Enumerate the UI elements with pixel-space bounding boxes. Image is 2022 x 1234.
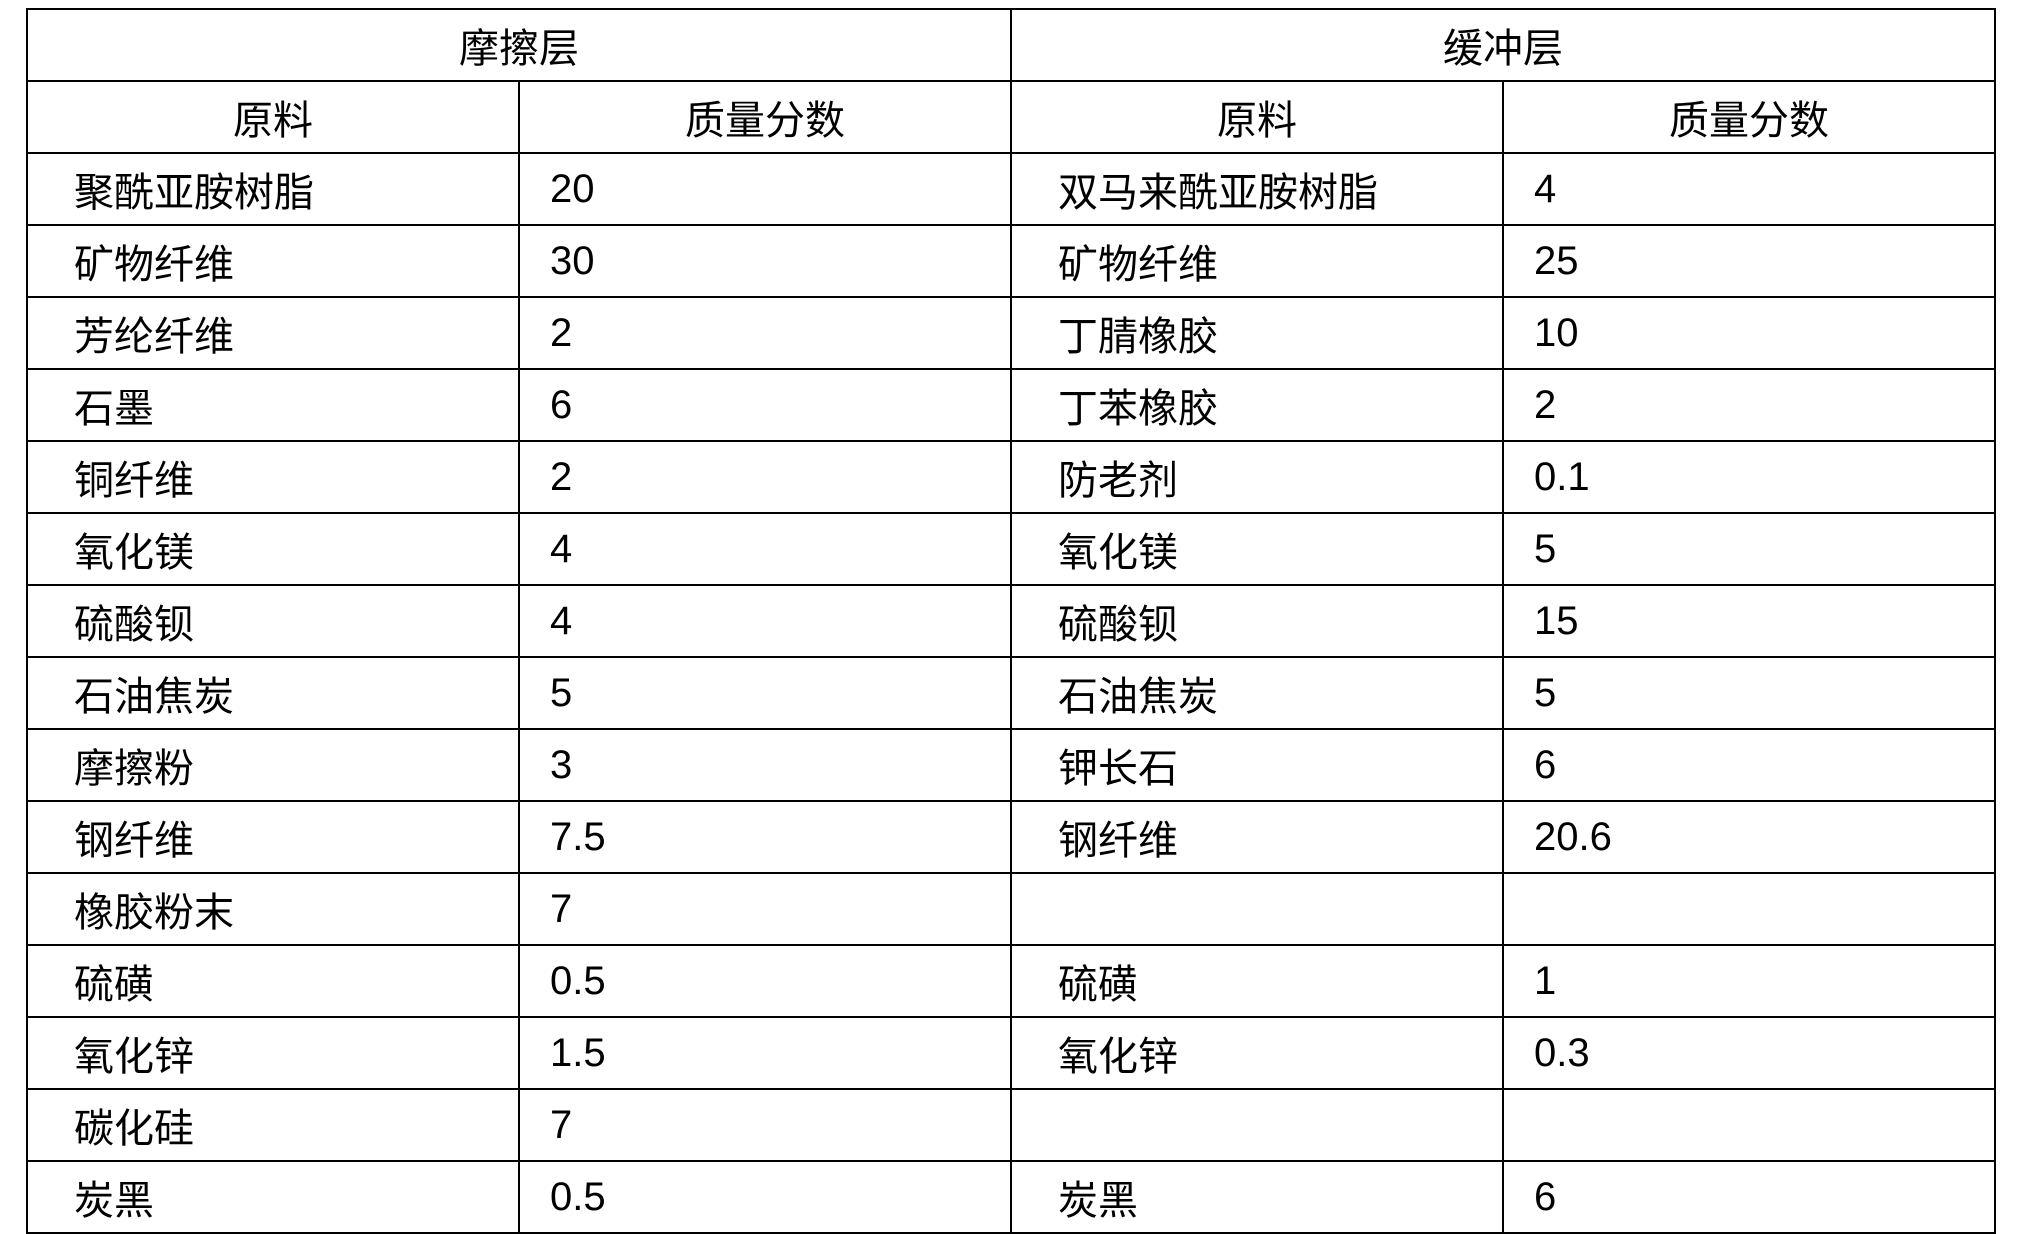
left-material-cell: 硫酸钡 [27, 585, 519, 657]
right-fraction-cell: 0.1 [1503, 441, 1995, 513]
table-row: 芳纶纤维2丁腈橡胶10 [27, 297, 1995, 369]
table-row: 橡胶粉末7 [27, 873, 1995, 945]
sub-header-row: 原料 质量分数 原料 质量分数 [27, 81, 1995, 153]
table-row: 硫酸钡4硫酸钡15 [27, 585, 1995, 657]
table-row: 炭黑0.5炭黑6 [27, 1161, 1995, 1233]
right-material-cell: 矿物纤维 [1011, 225, 1503, 297]
right-fraction-cell: 15 [1503, 585, 1995, 657]
left-material-cell: 铜纤维 [27, 441, 519, 513]
left-material-cell: 石墨 [27, 369, 519, 441]
left-fraction-cell: 0.5 [519, 945, 1011, 1017]
right-fraction-cell: 2 [1503, 369, 1995, 441]
right-fraction-cell: 5 [1503, 657, 1995, 729]
right-material-cell [1011, 1089, 1503, 1161]
col-header-right-fraction: 质量分数 [1503, 81, 1995, 153]
right-fraction-cell: 25 [1503, 225, 1995, 297]
left-fraction-cell: 5 [519, 657, 1011, 729]
col-header-right-material: 原料 [1011, 81, 1503, 153]
left-material-cell: 碳化硅 [27, 1089, 519, 1161]
right-fraction-cell: 0.3 [1503, 1017, 1995, 1089]
table-row: 碳化硅7 [27, 1089, 1995, 1161]
right-fraction-cell [1503, 1089, 1995, 1161]
left-fraction-cell: 3 [519, 729, 1011, 801]
left-fraction-cell: 7 [519, 1089, 1011, 1161]
right-fraction-cell: 10 [1503, 297, 1995, 369]
table-row: 铜纤维2防老剂0.1 [27, 441, 1995, 513]
friction-buffer-table: 摩擦层 缓冲层 原料 质量分数 原料 质量分数 聚酰亚胺树脂20双马来酰亚胺树脂… [26, 8, 1996, 1234]
left-fraction-cell: 4 [519, 513, 1011, 585]
left-fraction-cell: 7.5 [519, 801, 1011, 873]
right-fraction-cell: 1 [1503, 945, 1995, 1017]
right-material-cell: 钢纤维 [1011, 801, 1503, 873]
table-row: 氧化镁4氧化镁5 [27, 513, 1995, 585]
left-fraction-cell: 2 [519, 441, 1011, 513]
table-row: 氧化锌1.5氧化锌0.3 [27, 1017, 1995, 1089]
table-row: 石油焦炭5石油焦炭5 [27, 657, 1995, 729]
table-row: 摩擦粉3钾长石6 [27, 729, 1995, 801]
left-material-cell: 摩擦粉 [27, 729, 519, 801]
right-material-cell: 炭黑 [1011, 1161, 1503, 1233]
left-material-cell: 石油焦炭 [27, 657, 519, 729]
table-row: 石墨6丁苯橡胶2 [27, 369, 1995, 441]
table-row: 硫磺0.5硫磺1 [27, 945, 1995, 1017]
left-fraction-cell: 20 [519, 153, 1011, 225]
right-fraction-cell: 6 [1503, 1161, 1995, 1233]
table-row: 聚酰亚胺树脂20双马来酰亚胺树脂4 [27, 153, 1995, 225]
table-row: 矿物纤维30矿物纤维25 [27, 225, 1995, 297]
right-material-cell: 双马来酰亚胺树脂 [1011, 153, 1503, 225]
table-row: 钢纤维7.5钢纤维20.6 [27, 801, 1995, 873]
left-fraction-cell: 2 [519, 297, 1011, 369]
right-material-cell [1011, 873, 1503, 945]
col-header-left-fraction: 质量分数 [519, 81, 1011, 153]
right-material-cell: 石油焦炭 [1011, 657, 1503, 729]
left-fraction-cell: 30 [519, 225, 1011, 297]
left-material-cell: 氧化锌 [27, 1017, 519, 1089]
right-material-cell: 硫磺 [1011, 945, 1503, 1017]
left-fraction-cell: 4 [519, 585, 1011, 657]
right-material-cell: 硫酸钡 [1011, 585, 1503, 657]
group-header-buffer: 缓冲层 [1011, 9, 1995, 81]
right-fraction-cell: 20.6 [1503, 801, 1995, 873]
right-fraction-cell: 6 [1503, 729, 1995, 801]
group-header-friction: 摩擦层 [27, 9, 1011, 81]
left-material-cell: 橡胶粉末 [27, 873, 519, 945]
right-fraction-cell: 5 [1503, 513, 1995, 585]
right-material-cell: 丁腈橡胶 [1011, 297, 1503, 369]
table-body: 聚酰亚胺树脂20双马来酰亚胺树脂4矿物纤维30矿物纤维25芳纶纤维2丁腈橡胶10… [27, 153, 1995, 1233]
left-material-cell: 聚酰亚胺树脂 [27, 153, 519, 225]
left-material-cell: 芳纶纤维 [27, 297, 519, 369]
left-fraction-cell: 6 [519, 369, 1011, 441]
left-fraction-cell: 0.5 [519, 1161, 1011, 1233]
friction-buffer-table-container: 摩擦层 缓冲层 原料 质量分数 原料 质量分数 聚酰亚胺树脂20双马来酰亚胺树脂… [0, 0, 2022, 1166]
left-material-cell: 钢纤维 [27, 801, 519, 873]
right-material-cell: 氧化镁 [1011, 513, 1503, 585]
left-fraction-cell: 1.5 [519, 1017, 1011, 1089]
left-material-cell: 氧化镁 [27, 513, 519, 585]
right-fraction-cell: 4 [1503, 153, 1995, 225]
col-header-left-material: 原料 [27, 81, 519, 153]
right-fraction-cell [1503, 873, 1995, 945]
group-header-row: 摩擦层 缓冲层 [27, 9, 1995, 81]
right-material-cell: 防老剂 [1011, 441, 1503, 513]
left-material-cell: 硫磺 [27, 945, 519, 1017]
right-material-cell: 氧化锌 [1011, 1017, 1503, 1089]
left-material-cell: 炭黑 [27, 1161, 519, 1233]
left-fraction-cell: 7 [519, 873, 1011, 945]
right-material-cell: 钾长石 [1011, 729, 1503, 801]
left-material-cell: 矿物纤维 [27, 225, 519, 297]
right-material-cell: 丁苯橡胶 [1011, 369, 1503, 441]
